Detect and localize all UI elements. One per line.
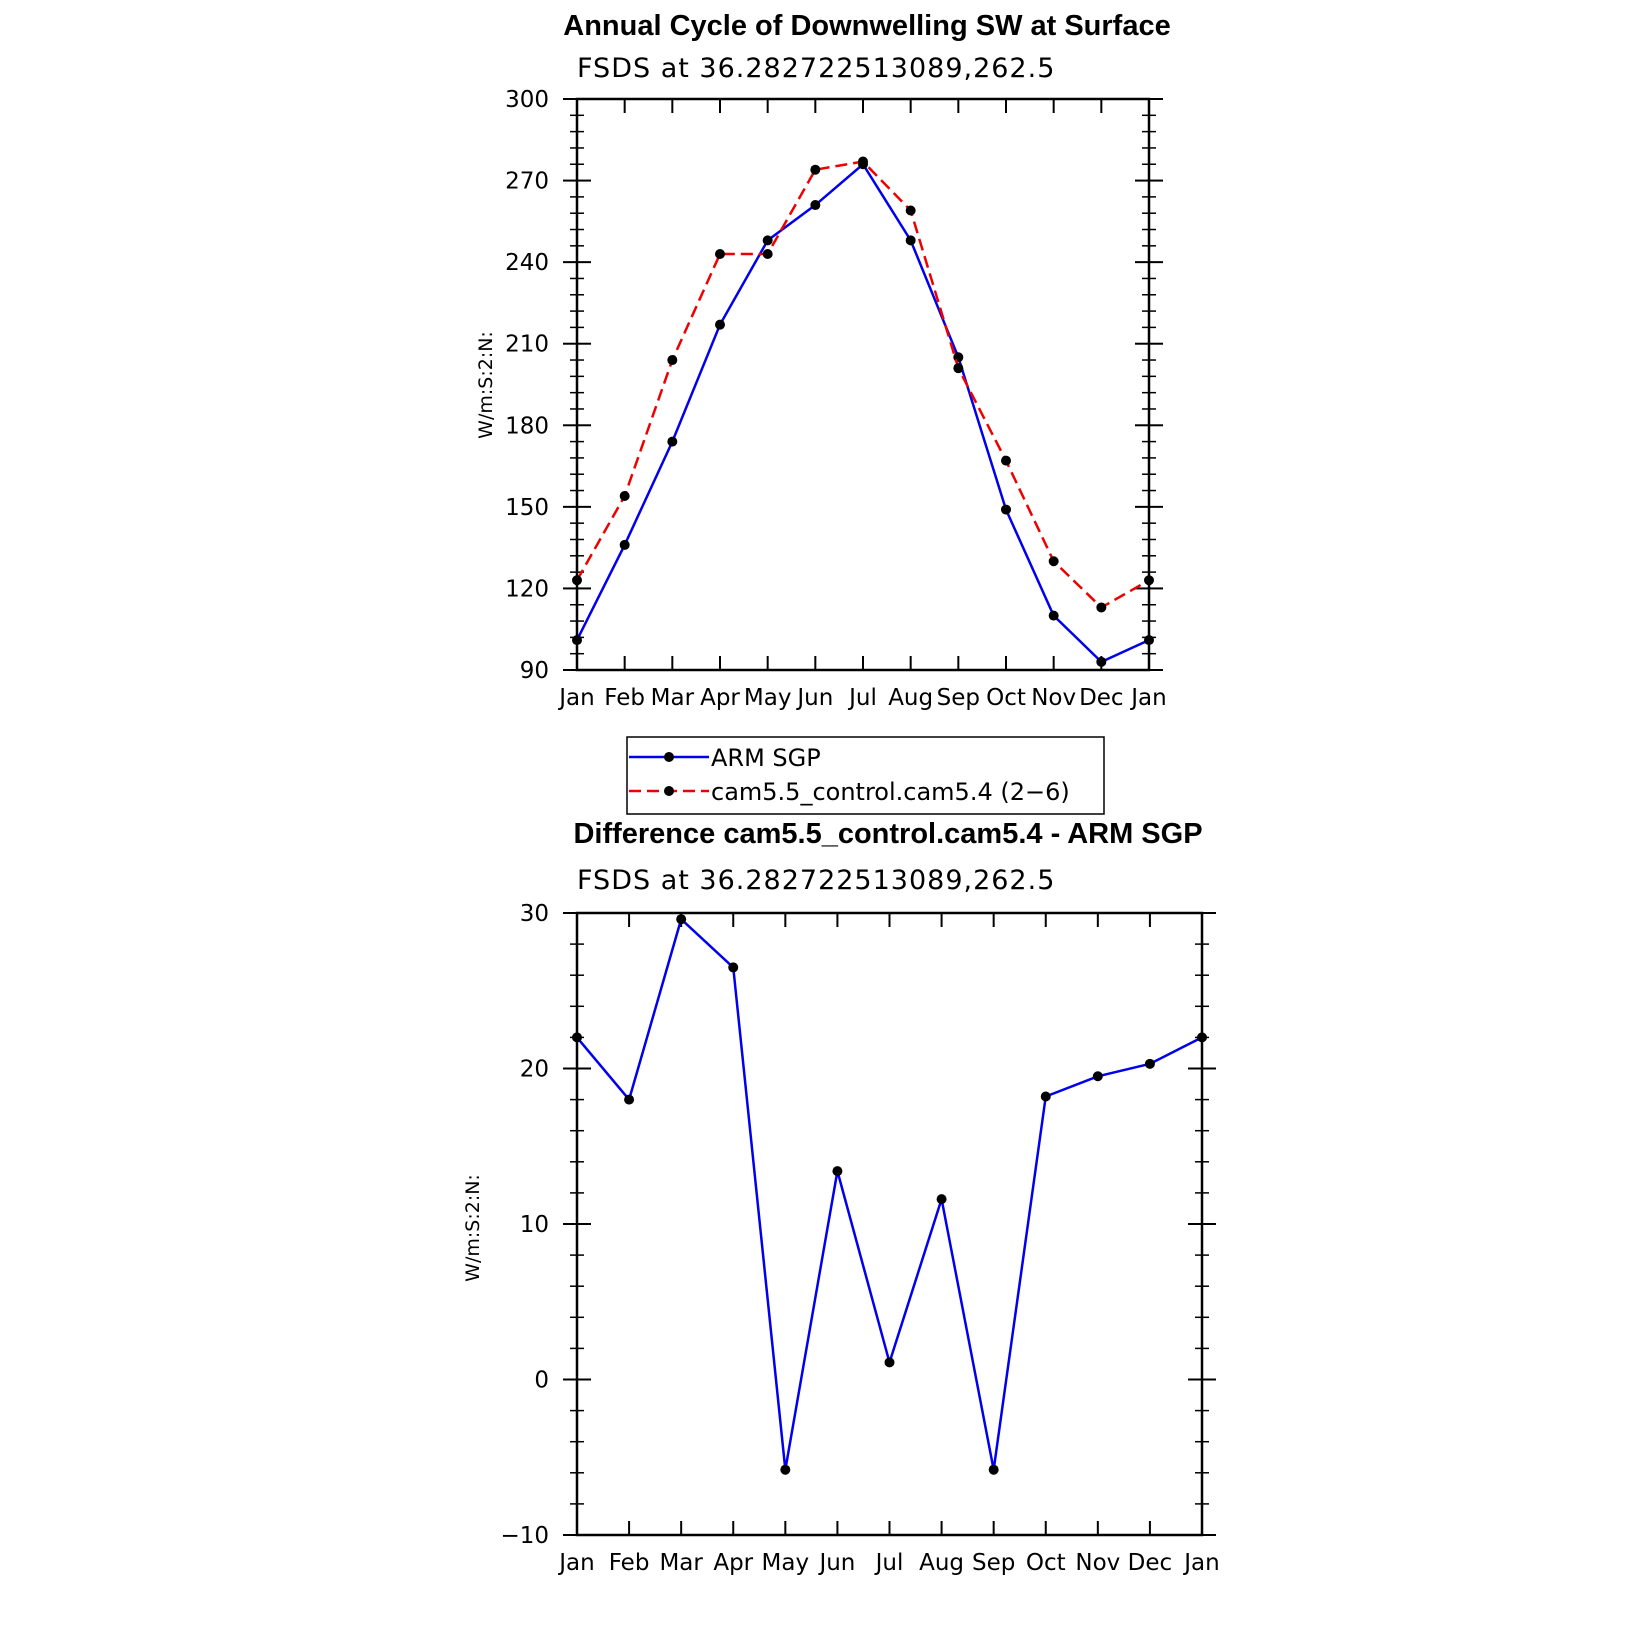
chart1-series-1-point: [1144, 575, 1154, 586]
chart1-ylabel: W/m:S:2:N:: [475, 331, 497, 439]
chart1-xtick-label: Apr: [700, 685, 740, 711]
chart2-series-0-point: [780, 1464, 791, 1475]
chart1-series-1-point: [572, 575, 582, 586]
chart1-series-1-point: [715, 248, 725, 259]
chart1-series-0-point: [1001, 504, 1011, 515]
chart1-series-1-point: [905, 205, 916, 216]
chart1-xtick-label: Sep: [937, 685, 980, 711]
chart2-ytick-label: 0: [534, 1368, 549, 1394]
chart2-ytick-label: −10: [500, 1523, 549, 1549]
chart2-ylabel: W/m:S:2:N:: [462, 1174, 484, 1282]
chart1-series-1-point: [1096, 602, 1107, 613]
chart1-xtick-label: Aug: [888, 685, 933, 711]
chart1-series-0-point: [1144, 635, 1154, 646]
chart1-ytick-label: 90: [520, 658, 549, 684]
chart1-xtick-label: Mar: [651, 685, 695, 711]
chart2-series-0-point: [624, 1094, 635, 1105]
chart2-xtick-label: Nov: [1075, 1550, 1120, 1576]
chart2-series-0-point: [936, 1194, 947, 1205]
chart1-ytick-label: 270: [505, 169, 549, 195]
chart1-series-0-point: [572, 635, 582, 646]
chart1-series-line-1: [575, 160, 1150, 610]
chart1-series-1-point: [1048, 556, 1059, 567]
chart2-ytick-label: 30: [520, 901, 549, 927]
chart2-xtick-label: Mar: [659, 1550, 703, 1576]
chart1-xtick-label: May: [744, 685, 792, 711]
chart1-ytick-label: 180: [505, 413, 549, 439]
chart1-ytick-label: 210: [505, 332, 549, 358]
chart1-xtick-label: Jun: [795, 685, 833, 711]
chart1-series-1-point: [953, 363, 964, 374]
chart2-xtick-label: Jul: [874, 1550, 904, 1576]
chart2-series-0-point: [1040, 1091, 1051, 1102]
chart2-xtick-label: May: [762, 1550, 810, 1576]
chart2-series-0-point: [1092, 1071, 1103, 1082]
chart2-series-line-0: [576, 916, 1203, 1470]
chart1-series-0-point: [810, 200, 821, 211]
chart2-series-0-point: [884, 1357, 895, 1368]
chart1-series-1-point: [667, 355, 678, 366]
legend-label-arm-sgp: ARM SGP: [711, 744, 821, 772]
chart2-plot-area: Jan Feb Mar Apr May Jun Jul Aug Sep Oct Nov Dec Jan−…: [500, 901, 1219, 1576]
chart2-ytick-label: 20: [520, 1057, 549, 1083]
chart1-series-0-point: [1048, 610, 1059, 621]
chart1-subtitle: FSDS at 36.282722513089,262.5: [577, 53, 1055, 84]
chart1-xtick-label: Jan: [1129, 685, 1166, 711]
legend-marker-cam55: [664, 786, 674, 796]
chart2-frame: [575, 911, 1204, 1537]
chart1-series-1-point: [619, 490, 630, 501]
chart2-series-0-point: [1144, 1058, 1155, 1069]
chart1-xtick-label: Oct: [986, 685, 1026, 711]
chart1-series-0-point: [715, 319, 725, 330]
legend-box: [626, 736, 1105, 815]
chart1-series-line-0: [575, 162, 1150, 664]
chart2-xtick-label: Jan: [557, 1550, 594, 1576]
chart1-legend: ARM SGP cam5.5_control.cam5.4 (2−6): [626, 736, 1105, 815]
legend-label-cam55: cam5.5_control.cam5.4 (2−6): [711, 778, 1070, 806]
chart1-series-0-point: [762, 235, 773, 246]
chart2-series-0-point: [728, 962, 739, 973]
chart1-plot-area: Jan Feb Mar Apr May Jun Jul Aug Sep Oct Nov Dec Jan9…: [505, 87, 1167, 711]
chart1-xtick-label: Dec: [1079, 685, 1124, 711]
chart2-xtick-label: Dec: [1128, 1550, 1173, 1576]
chart2-series-0-point: [572, 1032, 582, 1043]
chart1-ytick-label: 120: [505, 576, 549, 602]
legend-marker-arm-sgp: [664, 752, 674, 762]
chart2-series-0-point: [988, 1464, 999, 1475]
chart2-series-0-point: [832, 1166, 843, 1177]
chart1-series-1-point: [810, 164, 821, 175]
chart1-xtick-label: Jul: [847, 685, 877, 711]
chart2-series-0-point: [1197, 1032, 1207, 1043]
chart1-xtick-label: Jan: [557, 685, 594, 711]
chart1-ytick-label: 300: [505, 87, 549, 113]
chart1-series-1-point: [858, 156, 868, 167]
chart2-subtitle: FSDS at 36.282722513089,262.5: [577, 865, 1055, 896]
chart1-ytick-label: 240: [505, 250, 549, 276]
chart2-ytick-label: 10: [520, 1212, 549, 1238]
chart2-xtick-label: Aug: [919, 1550, 964, 1576]
chart1-series-0-point: [905, 235, 916, 246]
chart2-xtick-label: Feb: [609, 1550, 650, 1576]
chart1-series-0-point: [1096, 656, 1107, 667]
chart1-series-1-point: [762, 248, 773, 259]
chart2-xtick-label: Sep: [972, 1550, 1015, 1576]
chart1-series-0-point: [619, 539, 630, 550]
chart1-title: Annual Cycle of Downwelling SW at Surfac…: [563, 10, 1170, 42]
chart1-ytick-label: 150: [505, 495, 549, 521]
chart1-series-0-point: [667, 436, 678, 447]
chart2-xtick-label: Jun: [817, 1550, 855, 1576]
chart2-series-0-point: [676, 914, 687, 925]
chart2-xtick-label: Oct: [1026, 1550, 1066, 1576]
chart1-xtick-label: Nov: [1031, 685, 1076, 711]
chart1-xtick-label: Feb: [604, 685, 645, 711]
chart2-title: Difference cam5.5_control.cam5.4 - ARM S…: [573, 818, 1202, 850]
chart1-series-1-point: [1001, 455, 1011, 466]
chart1-frame: [575, 97, 1151, 672]
chart2-xtick-label: Jan: [1182, 1550, 1219, 1576]
chart2-xtick-label: Apr: [713, 1550, 753, 1576]
